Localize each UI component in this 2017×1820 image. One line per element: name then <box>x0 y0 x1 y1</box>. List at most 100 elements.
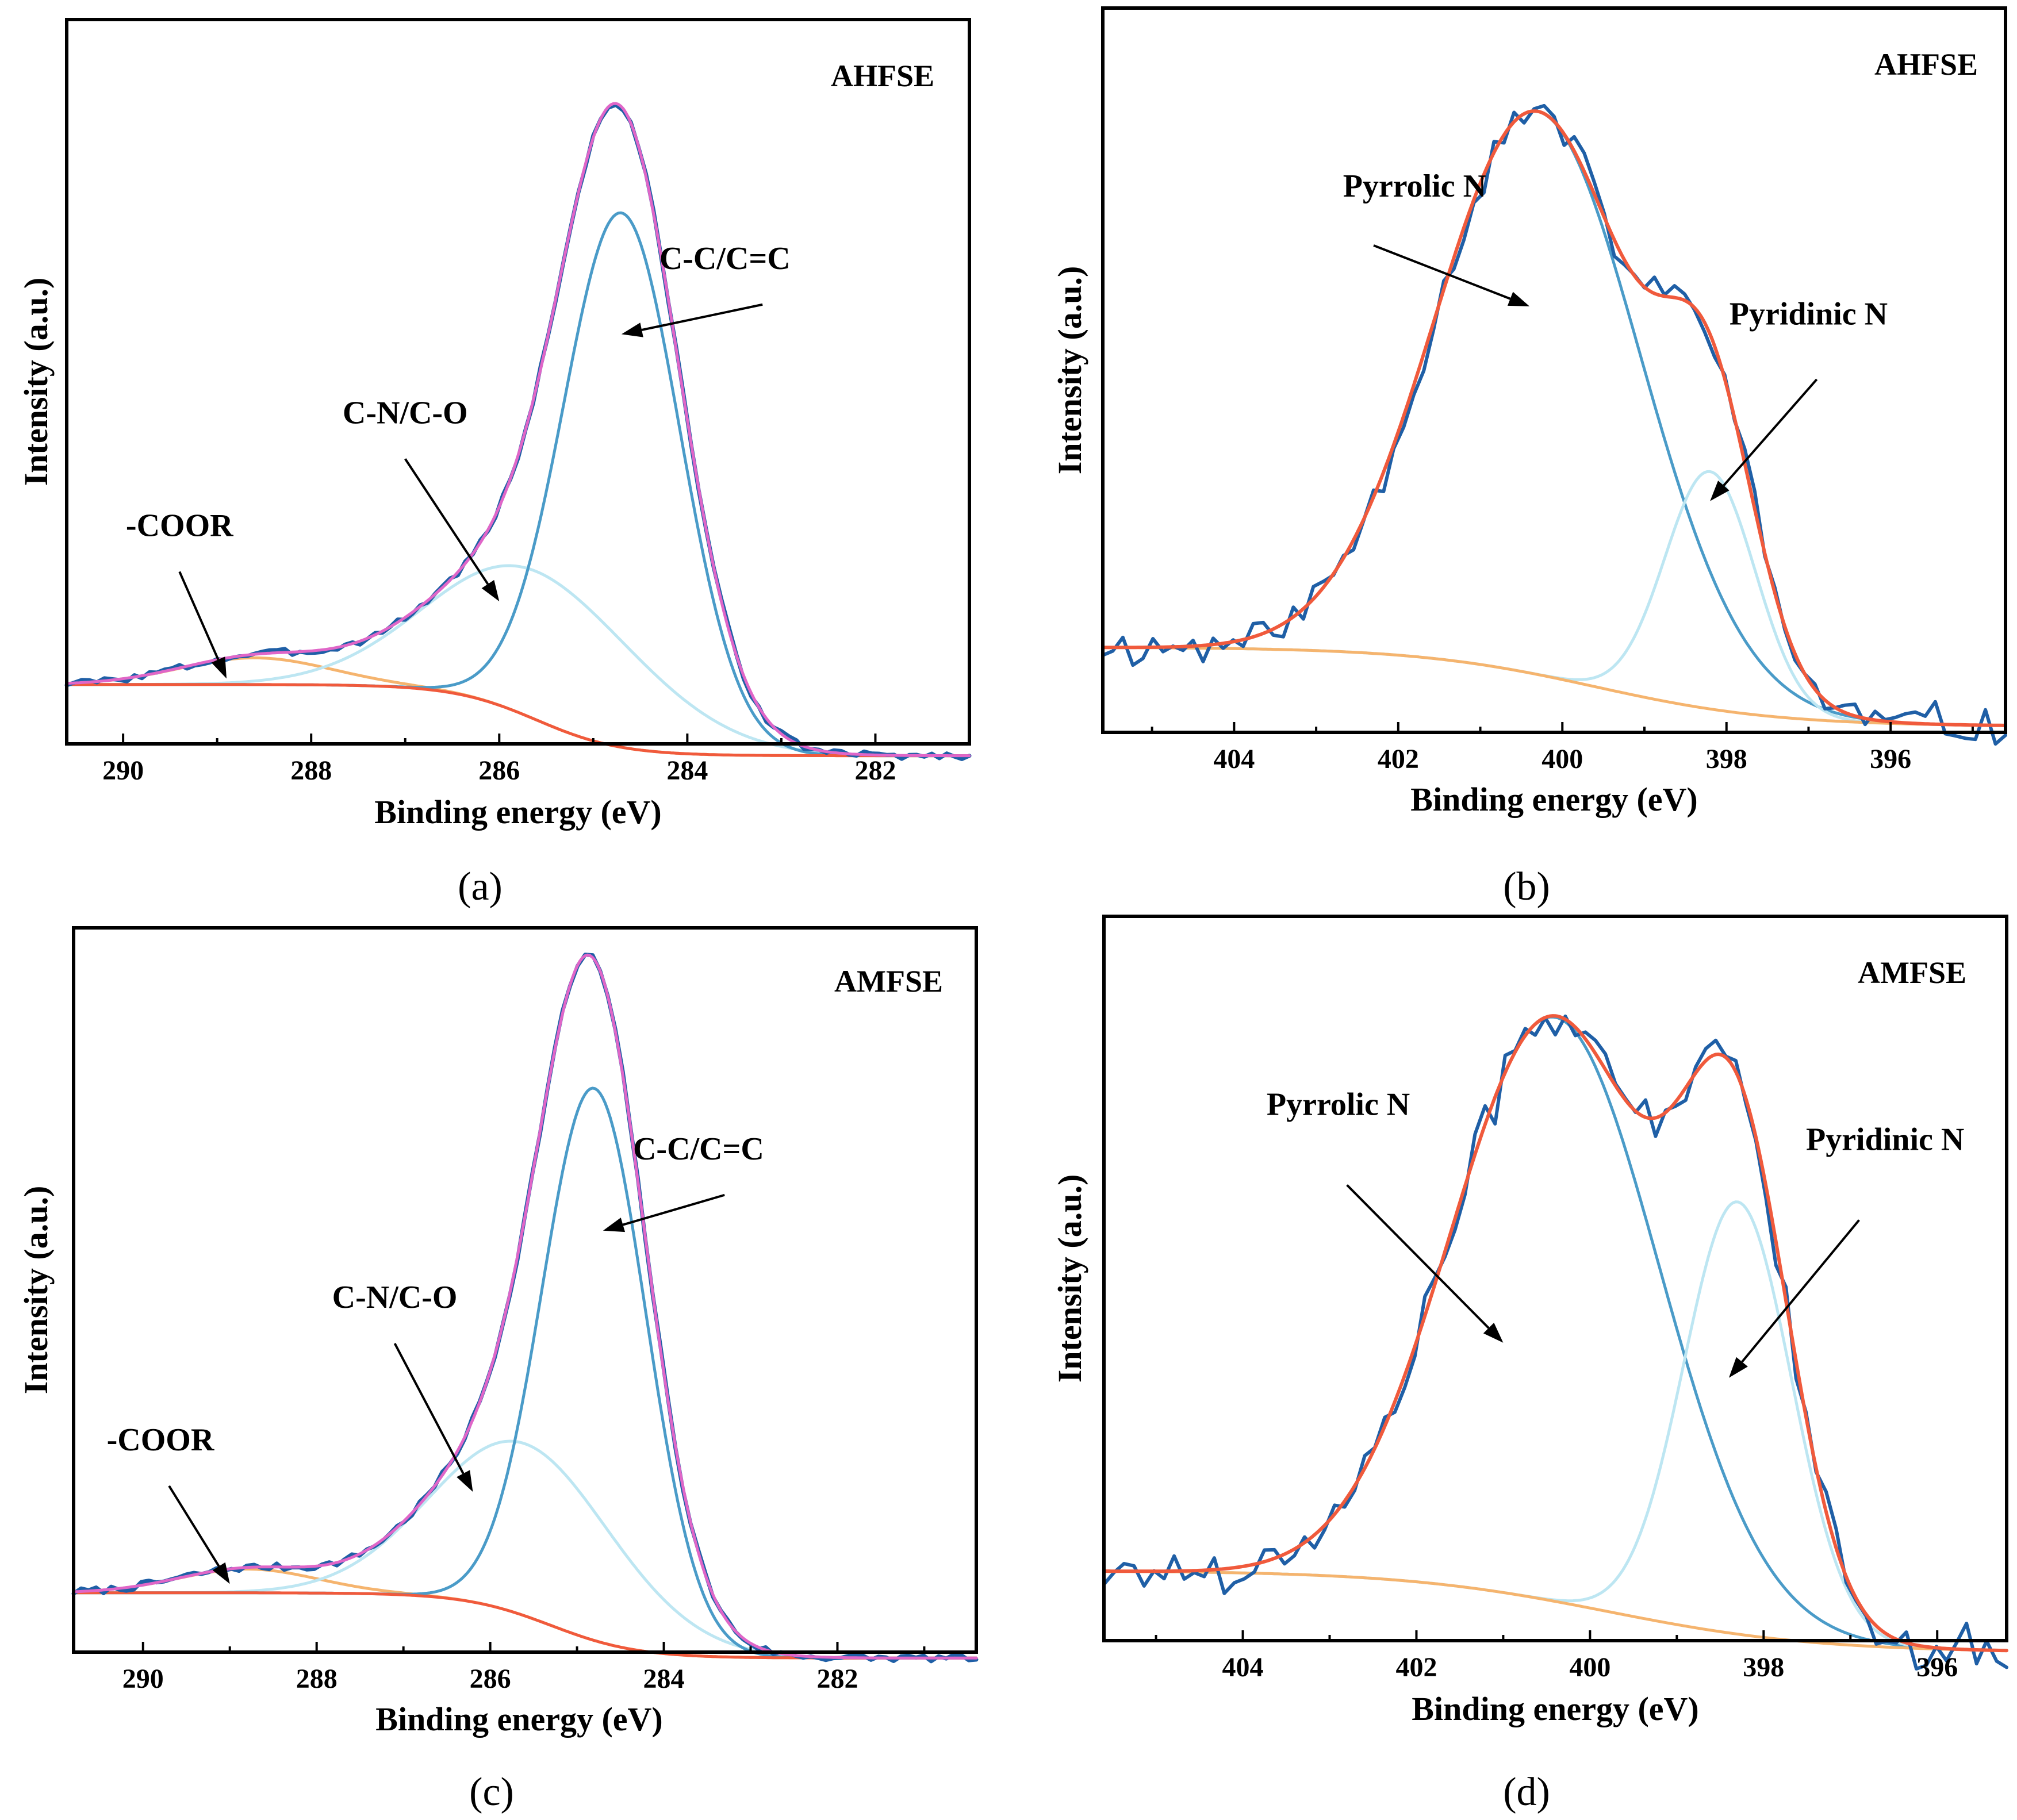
panel-d-background-curve <box>1102 1569 2008 1652</box>
panel-d-annotation-label: Pyrrolic N <box>1267 1086 1410 1122</box>
panel-b-annotations: Pyrrolic N Pyridinic N <box>1343 168 1888 501</box>
panel-d-y-axis-title: Intensity (a.u.) <box>1051 1174 1088 1383</box>
panel-c-ticks: 290 288 286 284 282 <box>122 1642 926 1694</box>
panel-c-coor-component-curve <box>72 1568 978 1660</box>
panel-d: 404 402 400 398 396 AMFSE Pyrrolic N Pyridini… <box>1051 915 2008 1814</box>
panel-b-annotation-label: Pyridinic N <box>1730 297 1888 332</box>
panel-c-x-tick-label: 288 <box>296 1664 338 1694</box>
panel-c-annotation-label: -COOR <box>107 1422 214 1458</box>
panel-a-annotation-label: -COOR <box>126 508 233 544</box>
panel-d-pyrrolic-n-component-curve <box>1102 1015 2008 1652</box>
panel-c-annotation-arrow-head <box>212 1562 230 1584</box>
panel-c-annotation-label: C-C/C=C <box>633 1131 764 1167</box>
panel-b-fit-envelope-curve <box>1101 109 2007 727</box>
panel-a-x-tick-label: 290 <box>102 755 144 786</box>
panel-d-pyridinic-n-component-curve <box>1102 1200 2008 1652</box>
panel-a-coor-component-curve <box>65 656 971 758</box>
panel-a-annotation-label: C-N/C-O <box>343 395 468 431</box>
panel-b-plot-frame <box>1101 6 2007 734</box>
panel-a-cn-co-component-curve <box>65 564 971 758</box>
panel-a-caption: (a) <box>458 865 503 909</box>
panel-c-x-tick-label: 284 <box>643 1664 685 1694</box>
panel-b: 404 402 400 398 396 AHFSE Pyrrolic N Pyridini… <box>1051 6 2007 909</box>
panel-a-annotation-label: C-C/C=C <box>659 241 791 277</box>
panel-a-x-tick-label: 288 <box>290 755 332 786</box>
panel-a-curves <box>64 102 972 761</box>
panel-a-annotation-arrow-line <box>641 303 763 331</box>
panel-b-pyridinic-n-component-curve <box>1101 470 2007 727</box>
panel-b-curves <box>1101 103 2007 746</box>
panel-a-annotations: -COOR C-N/C-O C-C/C=C <box>126 241 791 679</box>
panel-c-curves <box>71 953 979 1664</box>
panel-c-x-axis-title: Binding energy (eV) <box>375 1700 662 1738</box>
panel-b-y-axis-title: Intensity (a.u.) <box>1051 266 1088 475</box>
panel-a: 290 288 286 284 282 AHFSE -COOR C-N/C-O C-C/C=… <box>17 18 972 909</box>
panel-c-x-tick-label: 282 <box>816 1664 858 1694</box>
panel-c-background-curve <box>72 1591 978 1660</box>
panel-c-x-tick-label: 290 <box>122 1664 164 1694</box>
panel-d-annotation-label: Pyridinic N <box>1806 1122 1964 1157</box>
panel-b-raw-data-curve <box>1101 103 2007 746</box>
panel-a-plot-frame <box>65 18 971 746</box>
panel-b-x-tick-label: 404 <box>1213 744 1255 774</box>
panel-d-raw-data-curve <box>1102 1014 2008 1671</box>
panel-a-y-axis-title: Intensity (a.u.) <box>17 278 55 486</box>
panel-a-raw-data-curve <box>64 103 972 761</box>
panel-b-x-tick-label: 400 <box>1541 744 1583 774</box>
panel-d-caption: (d) <box>1503 1770 1550 1814</box>
panel-d-annotation-arrow-head <box>1728 1357 1748 1378</box>
panel-b-sample-label: AHFSE <box>1874 47 1978 82</box>
panel-a-annotation-arrow-line <box>178 571 220 661</box>
panel-d-annotations: Pyrrolic N Pyridinic N <box>1267 1086 1964 1378</box>
panel-c-x-tick-label: 286 <box>470 1664 511 1694</box>
panel-d-x-tick-label: 400 <box>1569 1652 1610 1683</box>
panel-b-x-axis-title: Binding energy (eV) <box>1410 781 1697 818</box>
panel-d-x-tick-label: 402 <box>1395 1652 1437 1683</box>
panel-a-annotation-arrow-line <box>404 458 489 585</box>
panel-d-x-axis-title: Binding energy (eV) <box>1412 1690 1698 1727</box>
panel-b-x-tick-label: 398 <box>1706 744 1747 774</box>
panel-c-plot-frame <box>72 926 978 1654</box>
panel-b-pyrrolic-n-component-curve <box>1101 109 2007 727</box>
panel-d-annotation-arrow-head <box>1483 1323 1504 1343</box>
panel-a-x-axis-title: Binding energy (eV) <box>374 793 661 831</box>
panel-a-x-tick-label: 286 <box>478 755 520 786</box>
panel-a-annotation-arrow-head <box>621 322 643 337</box>
panel-c-annotation-arrow-line <box>168 1485 220 1567</box>
panel-b-caption: (b) <box>1503 865 1550 909</box>
panel-d-ticks: 404 402 400 398 396 <box>1155 1630 1958 1683</box>
panel-b-annotation-arrow-head <box>1507 291 1530 306</box>
panel-a-x-tick-label: 282 <box>854 755 896 786</box>
panel-c-caption: (c) <box>469 1770 514 1814</box>
panel-b-annotation-label: Pyrrolic N <box>1343 168 1486 204</box>
panel-d-sample-label: AMFSE <box>1858 955 1966 990</box>
panel-d-plot-frame <box>1102 915 2008 1642</box>
panel-c-raw-data-curve <box>71 953 979 1664</box>
panel-a-cc-component-curve <box>65 211 971 758</box>
panel-d-x-tick-label: 396 <box>1916 1652 1958 1683</box>
panel-d-annotation-arrow-line <box>1741 1219 1860 1363</box>
panel-b-x-tick-label: 396 <box>1870 744 1911 774</box>
panel-d-annotation-arrow-line <box>1346 1184 1490 1329</box>
panel-a-sample-label: AHFSE <box>831 59 934 93</box>
panel-c-annotations: -COOR C-N/C-O C-C/C=C <box>107 1131 764 1584</box>
panel-d-fit-envelope-curve <box>1102 1014 2008 1653</box>
panel-b-ticks: 404 402 400 398 396 <box>1151 722 1974 774</box>
panel-a-background-curve <box>65 683 971 758</box>
panel-a-annotation-arrow-head <box>481 579 500 602</box>
panel-c-fit-envelope-curve <box>72 953 978 1660</box>
panel-c-annotation-arrow-line <box>393 1343 465 1475</box>
panel-b-background-curve <box>1101 646 2007 727</box>
panel-d-curves <box>1102 1014 2008 1671</box>
panel-c-sample-label: AMFSE <box>834 964 943 999</box>
panel-d-x-tick-label: 404 <box>1222 1652 1264 1683</box>
panel-c-annotation-arrow-head <box>603 1218 626 1232</box>
panel-b-x-tick-label: 402 <box>1378 744 1419 774</box>
panel-a-fit-envelope-curve <box>65 102 971 758</box>
panel-c: 290 288 286 284 282 AMFSE -COOR C-N/C-O C-C/C=… <box>17 926 979 1814</box>
panel-b-annotation-arrow-line <box>1373 244 1511 300</box>
panel-c-y-axis-title: Intensity (a.u.) <box>17 1186 55 1395</box>
panel-a-annotation-arrow-head <box>211 656 227 679</box>
panel-a-x-tick-label: 284 <box>666 755 708 786</box>
